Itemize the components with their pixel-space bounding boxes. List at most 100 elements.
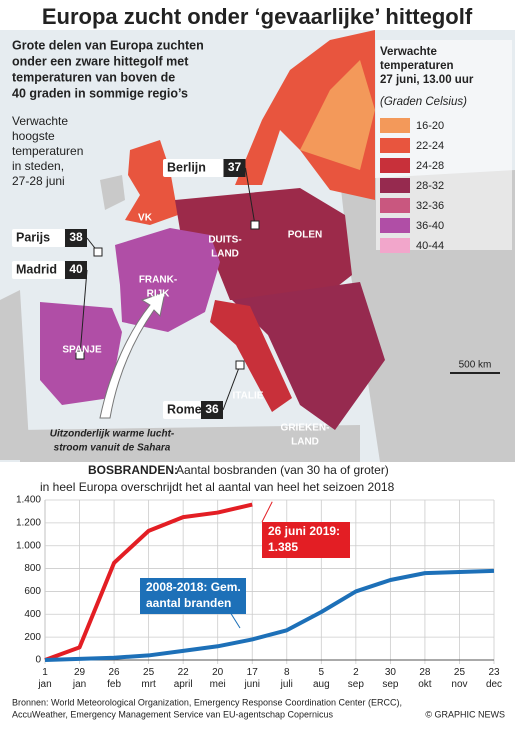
leader (245, 167, 256, 226)
city-name: Rome (167, 402, 202, 416)
ireland (100, 175, 125, 210)
y-tick-label: 1.000 (16, 540, 41, 551)
leader (79, 269, 88, 356)
city-value-box (65, 229, 87, 247)
finland (300, 60, 375, 170)
note: hoogste (12, 129, 55, 143)
france (115, 228, 220, 332)
country-label: ITALIE (233, 391, 264, 402)
city-box (163, 159, 224, 177)
legend-title: Verwachte (380, 46, 437, 58)
city-value-box (223, 159, 246, 177)
y-tick-label: 1.200 (16, 517, 41, 528)
legend-label: 40-44 (416, 240, 444, 252)
country-label: POLEN (288, 230, 322, 241)
legend-label: 24-28 (416, 160, 444, 172)
title: Europa zucht onder ‘gevaarlijke’ hittego… (42, 4, 473, 29)
x-tick-label: 22 april (174, 667, 193, 690)
city-value: 40 (69, 262, 83, 276)
country-label: LAND (211, 249, 239, 260)
legend-label: 16-20 (416, 120, 444, 132)
x-tick-label: 20 mei (210, 667, 226, 690)
annotation-text: 26 juni 2019: (268, 524, 340, 538)
sahara-arrow (99, 291, 166, 419)
y-tick-label: 200 (24, 632, 41, 643)
x-tick-label: 25 mrt (141, 667, 156, 690)
legend-swatch (380, 138, 410, 153)
city-value: 36 (205, 402, 219, 416)
source: Bronnen: World Meteorological Organizati… (12, 697, 402, 707)
legend-label: 22-24 (416, 140, 444, 152)
annotation-leader (261, 501, 273, 523)
chart-title-bold: BOSBRANDEN: (88, 463, 178, 477)
leader (222, 364, 241, 411)
x-tick-label: 25 nov (451, 667, 467, 690)
y-tick-label: 800 (24, 563, 41, 574)
city-value-box (201, 401, 223, 419)
city-box (12, 229, 65, 247)
country-label: LAND (291, 437, 319, 448)
country-label: SPANJE (62, 345, 102, 356)
series-line (44, 568, 495, 662)
legend-swatch (380, 158, 410, 173)
subtitle: temperaturen van boven de (12, 70, 175, 84)
city-marker (93, 247, 103, 257)
subtitle: Grote delen van Europa zuchten (12, 38, 204, 52)
balkans (232, 282, 385, 430)
legend-swatch (380, 218, 410, 233)
annotation-leader (229, 611, 241, 629)
credit: © GRAPHIC NEWS (425, 709, 505, 719)
annotation-box (262, 522, 350, 558)
y-tick-label: 400 (24, 609, 41, 620)
central-europe (175, 188, 352, 300)
city-marker (235, 360, 245, 370)
subtitle: 40 graden in sommige regio’s (12, 86, 188, 100)
chart-subtitle: in heel Europa overschrijdt het al aanta… (40, 480, 395, 494)
country-label: RIJK (147, 289, 171, 300)
y-tick-label: 600 (24, 586, 41, 597)
annotation-text: 1.385 (268, 540, 298, 554)
legend-unit: (Graden Celsius) (380, 96, 467, 108)
city-value-box (65, 261, 87, 279)
annotation-text: 2008-2018: Gem. (146, 580, 241, 594)
source: AccuWeather, Emergency Management Servic… (12, 709, 333, 719)
sahara-note: Uitzonderlijk warme lucht- (50, 429, 175, 440)
country-label: DUITS- (208, 235, 241, 246)
note: 27-28 juni (12, 174, 65, 188)
city-box (163, 401, 201, 419)
city-box (12, 261, 65, 279)
legend-title: 27 juni, 13.00 uur (380, 74, 474, 86)
legend-swatch (380, 178, 410, 193)
y-tick-label: 0 (35, 655, 41, 666)
city-name: Parijs (16, 230, 50, 244)
y-tick-label: 1.400 (16, 495, 41, 506)
note: temperaturen (12, 144, 83, 158)
country-label: VK (138, 213, 153, 224)
scale-label: 500 km (459, 360, 492, 371)
x-tick-label: 29 jan (72, 667, 86, 690)
x-tick-label: 26 feb (107, 667, 121, 690)
country-label: FRANK- (139, 275, 177, 286)
x-tick-label: 5 aug (313, 667, 330, 690)
series-line (44, 502, 253, 662)
x-tick-label: 2 sep (348, 667, 365, 690)
city-name: Berlijn (167, 160, 206, 174)
legend-label: 36-40 (416, 220, 444, 232)
x-tick-label: 23 dec (486, 667, 502, 690)
legend-swatch (380, 118, 410, 133)
x-tick-label: 1 jan (37, 667, 51, 690)
sahara-note: stroom vanuit de Sahara (54, 443, 171, 454)
note: in steden, (12, 159, 64, 173)
x-tick-label: 8 juli (280, 667, 293, 690)
italy (210, 300, 292, 412)
x-tick-label: 28 okt (418, 667, 432, 690)
legend-label: 32-36 (416, 200, 444, 212)
legend-swatch (380, 238, 410, 253)
city-marker (75, 350, 85, 360)
legend-swatch (380, 198, 410, 213)
legend-title: temperaturen (380, 60, 454, 72)
x-tick-label: 30 sep (382, 667, 399, 690)
chart-title: Aantal bosbranden (van 30 ha of groter) (176, 463, 389, 477)
note: Verwachte (12, 114, 68, 128)
